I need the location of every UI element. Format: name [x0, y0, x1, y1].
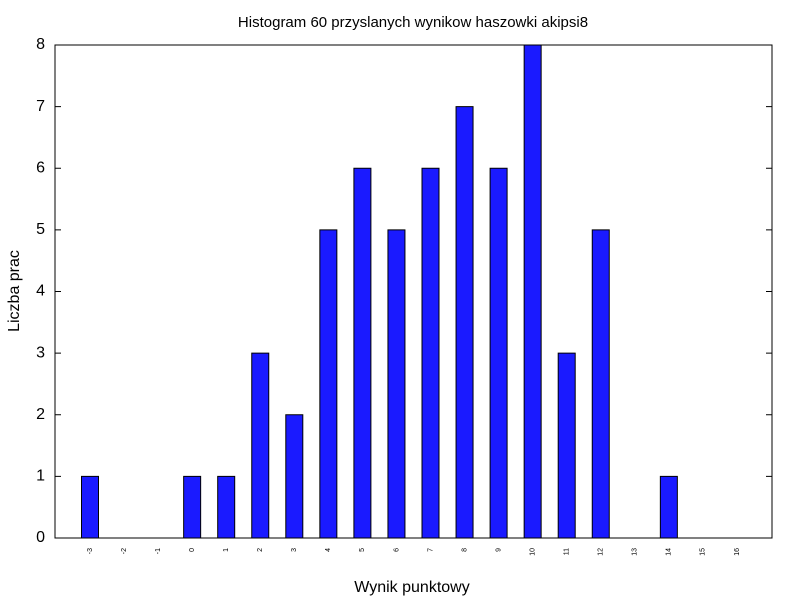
x-tick-label: 11 [564, 548, 571, 555]
bar-12 [591, 229, 610, 539]
y-tick-label: 0 [36, 529, 45, 546]
chart-title: Histogram 60 przyslanych wynikow haszowk… [238, 14, 588, 31]
y-tick-label: 5 [36, 221, 45, 238]
y-tick-label: 1 [36, 468, 45, 485]
x-tick-label: -2 [121, 548, 128, 554]
y-axis-label: Liczba prac [6, 250, 23, 332]
bar-6 [387, 229, 406, 539]
bar-0 [183, 475, 202, 539]
x-tick-label: -1 [155, 548, 162, 554]
bar-8 [455, 106, 474, 539]
y-tick-label: 2 [36, 406, 45, 423]
x-tick-label: 13 [632, 548, 639, 556]
plot-frame [54, 44, 773, 539]
bar-4 [319, 229, 338, 539]
bar-7 [421, 167, 440, 539]
x-tick-label: 3 [291, 548, 298, 552]
y-tick-label: 7 [36, 98, 45, 115]
x-tick-label: 8 [461, 548, 468, 552]
x-tick-label: 9 [495, 548, 502, 552]
bar-5 [353, 167, 372, 539]
x-tick-label: 6 [393, 548, 400, 552]
x-tick-label: 0 [189, 548, 196, 552]
bar-3 [285, 414, 304, 539]
x-tick-label: 12 [598, 548, 605, 556]
x-tick-label: 14 [666, 548, 673, 556]
bar-11 [557, 352, 576, 539]
x-tick-label: 1 [223, 548, 230, 552]
x-tick-label: 15 [700, 548, 707, 556]
x-axis-label: Wynik punktowy [354, 579, 469, 596]
x-tick-label: -3 [87, 548, 94, 554]
x-tick-label: 16 [734, 548, 741, 556]
y-tick-label: 8 [36, 36, 45, 53]
bars [81, 44, 678, 539]
x-tick-label: 10 [529, 548, 536, 556]
x-tick-label: 5 [359, 548, 366, 552]
bar--3 [81, 475, 99, 539]
bar-14 [659, 475, 678, 539]
bar-10 [523, 44, 542, 539]
y-tick-label: 4 [36, 283, 45, 300]
x-tick-label: 4 [325, 548, 332, 552]
bar-9 [489, 167, 508, 539]
bar-1 [217, 475, 236, 539]
y-tick-label: 3 [36, 344, 45, 361]
y-tick-label: 6 [36, 159, 45, 176]
bar-2 [251, 352, 270, 539]
x-tick-label: 2 [257, 548, 264, 552]
x-tick-label: 7 [427, 548, 434, 552]
